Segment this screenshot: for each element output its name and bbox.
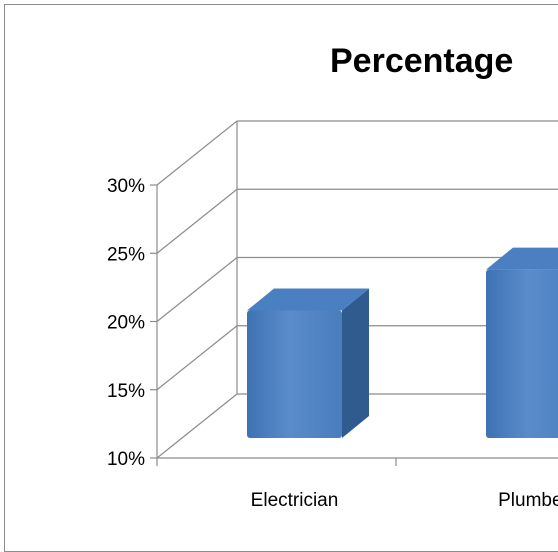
chart-frame <box>4 4 558 552</box>
bar-front-face <box>486 269 558 438</box>
y-tick-label: 30% <box>107 176 145 197</box>
side-gridline <box>156 257 238 322</box>
axes <box>150 184 558 466</box>
side-gridline <box>156 393 238 459</box>
bar-top-face <box>486 247 558 270</box>
category-label: Plumber <box>498 490 558 511</box>
bar-front-face <box>247 310 342 438</box>
y-axis-tick-labels: 10% 15% 20% 25% 30% <box>107 176 145 470</box>
bars <box>247 247 558 438</box>
gridlines <box>156 120 558 459</box>
y-tick-label: 15% <box>107 381 145 402</box>
y-tick-label: 10% <box>107 449 145 470</box>
y-tick-label: 25% <box>107 244 145 265</box>
category-label: Electrician <box>251 490 339 511</box>
bar-electrician <box>247 288 369 438</box>
side-gridline <box>156 188 238 254</box>
bar-side-face <box>342 288 369 438</box>
chart-title: Percentage <box>330 42 513 80</box>
side-gridline <box>156 120 238 186</box>
x-axis-category-labels: Electrician Plumber <box>251 490 558 511</box>
bar-top-face <box>247 288 369 311</box>
side-gridline <box>156 325 238 391</box>
bar-plumber <box>486 247 558 438</box>
y-tick-label: 20% <box>107 313 145 334</box>
